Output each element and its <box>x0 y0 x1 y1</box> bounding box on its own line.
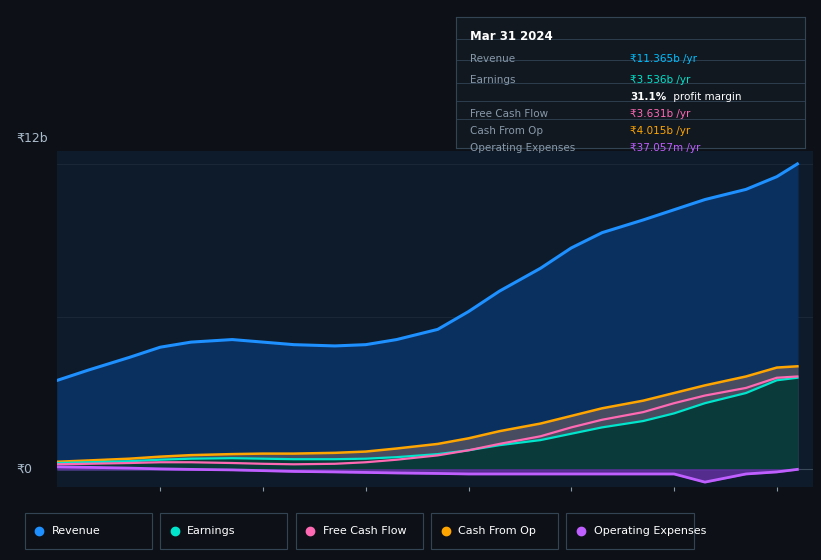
Text: Earnings: Earnings <box>470 74 515 85</box>
Text: Operating Expenses: Operating Expenses <box>594 526 706 536</box>
Text: ₹3.536b /yr: ₹3.536b /yr <box>631 74 690 85</box>
Text: Mar 31 2024: Mar 31 2024 <box>470 30 553 43</box>
Text: Free Cash Flow: Free Cash Flow <box>470 109 548 119</box>
Text: ₹12b: ₹12b <box>16 132 48 144</box>
Text: 31.1%: 31.1% <box>631 92 667 102</box>
Text: Cash From Op: Cash From Op <box>458 526 536 536</box>
Text: Revenue: Revenue <box>52 526 100 536</box>
Text: ₹0: ₹0 <box>16 463 32 476</box>
Text: ₹37.057m /yr: ₹37.057m /yr <box>631 143 700 153</box>
Text: profit margin: profit margin <box>670 92 741 102</box>
Text: Operating Expenses: Operating Expenses <box>470 143 575 153</box>
Text: ₹3.631b /yr: ₹3.631b /yr <box>631 109 690 119</box>
Text: Revenue: Revenue <box>470 54 515 64</box>
Text: Earnings: Earnings <box>187 526 236 536</box>
Text: ₹11.365b /yr: ₹11.365b /yr <box>631 54 697 64</box>
Text: ₹4.015b /yr: ₹4.015b /yr <box>631 126 690 136</box>
Text: Free Cash Flow: Free Cash Flow <box>323 526 406 536</box>
Text: Cash From Op: Cash From Op <box>470 126 543 136</box>
